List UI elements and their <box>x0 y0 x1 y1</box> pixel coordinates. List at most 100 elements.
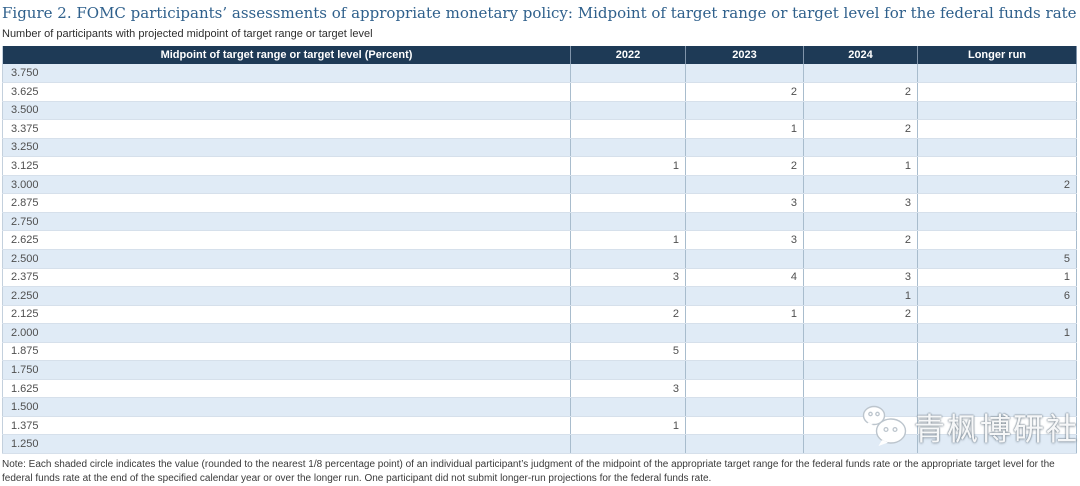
header-row: Midpoint of target range or target level… <box>2 46 1077 64</box>
cell-2023: 2 <box>685 156 804 176</box>
cell-2022: 2 <box>570 305 686 325</box>
table-row: 3.750 <box>2 64 1077 84</box>
cell-2022: 1 <box>570 156 686 176</box>
cell-rate: 2.125 <box>2 305 571 325</box>
table-row: 2.625 1 3 2 <box>2 230 1077 250</box>
cell-2023 <box>685 323 804 343</box>
cell-2023 <box>685 397 804 417</box>
cell-2023 <box>685 379 804 399</box>
cell-2024 <box>803 342 918 362</box>
cell-2022 <box>570 397 686 417</box>
cell-rate: 3.125 <box>2 156 571 176</box>
cell-2024 <box>803 379 918 399</box>
cell-2023: 3 <box>685 230 804 250</box>
table-row: 1.250 <box>2 434 1077 454</box>
cell-2022: 5 <box>570 342 686 362</box>
cell-rate: 3.250 <box>2 138 571 158</box>
cell-2024 <box>803 138 918 158</box>
figure-title: Figure 2. FOMC participants’ assessments… <box>2 4 1077 22</box>
table-row: 2.125 2 1 2 <box>2 305 1077 325</box>
cell-rate: 3.625 <box>2 82 571 102</box>
table-row: 2.875 3 3 <box>2 193 1077 213</box>
cell-longer-run <box>917 82 1077 102</box>
cell-2024 <box>803 175 918 195</box>
cell-longer-run <box>917 101 1077 121</box>
cell-longer-run <box>917 434 1077 454</box>
cell-rate: 2.500 <box>2 249 571 269</box>
table-body: 3.750 3.625 2 2 3.500 3.375 1 2 3.250 3.125 1 2 1 3.0… <box>2 64 1077 454</box>
cell-longer-run <box>917 416 1077 436</box>
cell-2024 <box>803 360 918 380</box>
table-row: 3.250 <box>2 138 1077 158</box>
table-row: 3.125 1 2 1 <box>2 156 1077 176</box>
cell-rate: 1.250 <box>2 434 571 454</box>
cell-rate: 2.625 <box>2 230 571 250</box>
cell-2024: 2 <box>803 230 918 250</box>
cell-2022 <box>570 119 686 139</box>
cell-rate: 3.500 <box>2 101 571 121</box>
cell-longer-run <box>917 212 1077 232</box>
cell-longer-run <box>917 379 1077 399</box>
cell-2023 <box>685 342 804 362</box>
cell-2023 <box>685 434 804 454</box>
table-row: 1.750 <box>2 360 1077 380</box>
cell-rate: 1.375 <box>2 416 571 436</box>
cell-2024 <box>803 212 918 232</box>
cell-longer-run <box>917 156 1077 176</box>
cell-longer-run <box>917 397 1077 417</box>
cell-2024: 2 <box>803 82 918 102</box>
table-row: 1.500 <box>2 397 1077 417</box>
cell-longer-run <box>917 138 1077 158</box>
projections-table: Midpoint of target range or target level… <box>2 46 1077 454</box>
cell-longer-run: 5 <box>917 249 1077 269</box>
cell-2022: 3 <box>570 379 686 399</box>
cell-longer-run: 6 <box>917 286 1077 306</box>
cell-2024 <box>803 249 918 269</box>
table-row: 1.375 1 <box>2 416 1077 436</box>
table-row: 2.750 <box>2 212 1077 232</box>
cell-2023 <box>685 64 804 84</box>
cell-2023: 1 <box>685 305 804 325</box>
cell-2023 <box>685 212 804 232</box>
table-row: 2.375 3 4 3 1 <box>2 268 1077 288</box>
cell-2023 <box>685 175 804 195</box>
cell-2024 <box>803 397 918 417</box>
cell-2022: 1 <box>570 416 686 436</box>
table-row: 2.250 1 6 <box>2 286 1077 306</box>
cell-2024: 2 <box>803 119 918 139</box>
header-2023: 2023 <box>685 46 804 64</box>
table-row: 3.500 <box>2 101 1077 121</box>
cell-longer-run <box>917 64 1077 84</box>
cell-rate: 3.750 <box>2 64 571 84</box>
cell-2023 <box>685 360 804 380</box>
cell-2022 <box>570 138 686 158</box>
cell-rate: 2.375 <box>2 268 571 288</box>
cell-rate: 3.000 <box>2 175 571 195</box>
cell-2024 <box>803 323 918 343</box>
cell-longer-run <box>917 193 1077 213</box>
cell-2022 <box>570 323 686 343</box>
figure-note: Note: Each shaded circle indicates the v… <box>2 458 1055 484</box>
cell-rate: 2.250 <box>2 286 571 306</box>
cell-2024: 3 <box>803 193 918 213</box>
cell-2024 <box>803 64 918 84</box>
cell-longer-run <box>917 360 1077 380</box>
cell-rate: 1.500 <box>2 397 571 417</box>
cell-2023 <box>685 138 804 158</box>
cell-2023 <box>685 416 804 436</box>
cell-rate: 2.000 <box>2 323 571 343</box>
cell-2024 <box>803 416 918 436</box>
cell-2022 <box>570 249 686 269</box>
cell-2023 <box>685 249 804 269</box>
cell-longer-run <box>917 119 1077 139</box>
cell-longer-run <box>917 342 1077 362</box>
header-midpoint: Midpoint of target range or target level… <box>2 46 571 64</box>
cell-2022: 3 <box>570 268 686 288</box>
table-row: 3.375 1 2 <box>2 119 1077 139</box>
header-2024: 2024 <box>803 46 918 64</box>
cell-2023: 3 <box>685 193 804 213</box>
cell-2024: 1 <box>803 156 918 176</box>
cell-longer-run: 1 <box>917 323 1077 343</box>
cell-2022 <box>570 286 686 306</box>
cell-2024: 1 <box>803 286 918 306</box>
